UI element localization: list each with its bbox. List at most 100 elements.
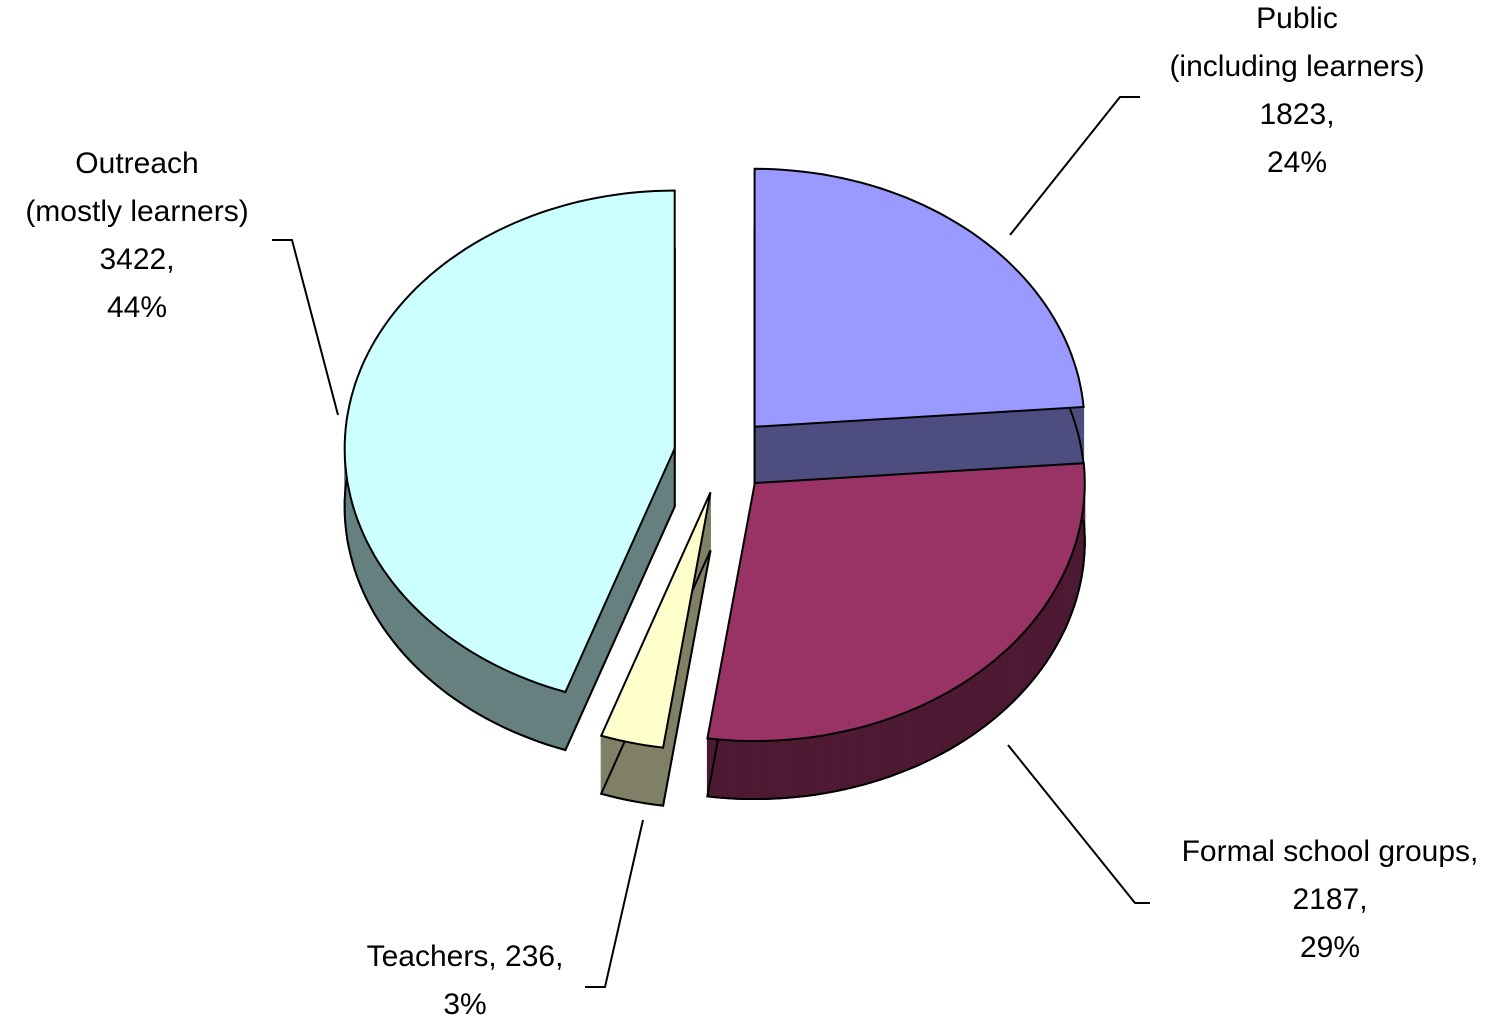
slice-side	[421, 612, 429, 679]
slice-side	[1035, 609, 1042, 678]
slice-side	[373, 553, 380, 623]
value-label: 1823,	[1259, 98, 1334, 131]
slice-side	[871, 720, 882, 783]
slice-side	[511, 672, 521, 736]
slice-outline	[599, 549, 712, 807]
category-line: (including learners)	[1169, 50, 1424, 83]
slice-side	[834, 730, 845, 793]
slice-side	[716, 738, 728, 799]
leader-line	[585, 819, 644, 988]
slice-side	[403, 594, 410, 662]
leader-line	[1009, 96, 1140, 236]
slice-side	[1006, 642, 1014, 709]
slice-side	[370, 548, 375, 614]
percent-label: 44%	[107, 291, 167, 324]
slice-side	[986, 659, 995, 726]
slice-side	[853, 726, 864, 788]
slice-side	[494, 664, 504, 728]
slice-side	[736, 740, 748, 800]
category-label: Formal school groups,	[1182, 835, 1479, 868]
slice-side	[805, 736, 816, 797]
slice	[753, 167, 1085, 486]
slice-side	[600, 735, 611, 797]
slice-side	[1024, 623, 1032, 691]
slice-side	[502, 668, 513, 732]
slice-side	[993, 653, 1002, 720]
slice-side	[824, 732, 835, 794]
slice-side	[972, 670, 981, 736]
slice-side	[979, 665, 988, 731]
slice-side	[470, 650, 480, 715]
slice-side	[843, 728, 854, 791]
slice-side	[795, 737, 807, 798]
slice-side	[397, 587, 405, 656]
slice-side	[775, 739, 787, 800]
slice-side	[880, 717, 891, 780]
slice-side	[440, 629, 449, 696]
slice-side	[382, 567, 389, 636]
slice-side	[949, 685, 959, 751]
slice-top	[599, 491, 712, 749]
slice-side	[1061, 569, 1067, 635]
slice-side	[862, 723, 873, 786]
slice-side	[746, 740, 757, 800]
slice-side	[814, 734, 826, 796]
slice-side	[427, 618, 436, 685]
category-line: Public	[1256, 2, 1338, 35]
slice-side	[653, 745, 664, 807]
slice-side	[1058, 576, 1063, 642]
slice-side	[644, 744, 655, 806]
value-label: 3422,	[99, 243, 174, 276]
value-label: 2187,	[1292, 883, 1367, 916]
slice-side	[907, 707, 918, 771]
slice-side	[519, 675, 530, 739]
slice	[706, 462, 1086, 800]
slice-side	[941, 690, 951, 755]
slice-side	[387, 574, 394, 643]
slice-side	[1040, 603, 1047, 671]
slice-side	[964, 675, 974, 741]
slice-side	[362, 533, 368, 600]
slice-side	[408, 600, 416, 668]
slice-side	[462, 645, 472, 711]
slice-side	[448, 635, 457, 701]
slice-side	[924, 699, 935, 763]
value-label: 236,	[505, 940, 563, 973]
slice-side	[1030, 616, 1037, 684]
slice	[343, 189, 676, 752]
slice-side	[635, 743, 646, 804]
leader-line	[1007, 744, 1150, 904]
slice-side	[378, 560, 384, 630]
slice-side	[546, 685, 557, 748]
data-label: Teachers, 236,	[367, 940, 564, 973]
slice-side	[1049, 589, 1056, 658]
category-label: Teachers,	[367, 940, 497, 973]
category-line: Formal school groups,	[1182, 835, 1479, 868]
slice-side	[626, 741, 637, 803]
slice-side	[1045, 596, 1051, 665]
slice-side	[957, 680, 966, 746]
slice-side	[392, 581, 399, 649]
category-label: Outreach (mostly learners)	[25, 147, 248, 228]
slice-side	[889, 714, 900, 778]
slice-side	[1013, 635, 1020, 703]
slice-side	[756, 740, 767, 800]
slice-side	[528, 679, 539, 743]
slice-side	[434, 624, 442, 691]
slice-side	[478, 655, 488, 720]
category-label: Public (including learners)	[1169, 2, 1424, 83]
slice-side	[486, 659, 496, 724]
slice-side	[933, 694, 943, 759]
slice-side	[414, 606, 422, 674]
percent-label: 24%	[1267, 146, 1327, 179]
slice-side	[555, 688, 566, 751]
percent-label: 3%	[443, 988, 486, 1021]
slice-side	[785, 738, 797, 799]
slice-side	[726, 739, 738, 800]
slice-top	[343, 189, 676, 694]
percent-label: 29%	[1300, 931, 1360, 964]
category-line: (mostly learners)	[25, 195, 248, 228]
slice-side	[366, 541, 371, 607]
